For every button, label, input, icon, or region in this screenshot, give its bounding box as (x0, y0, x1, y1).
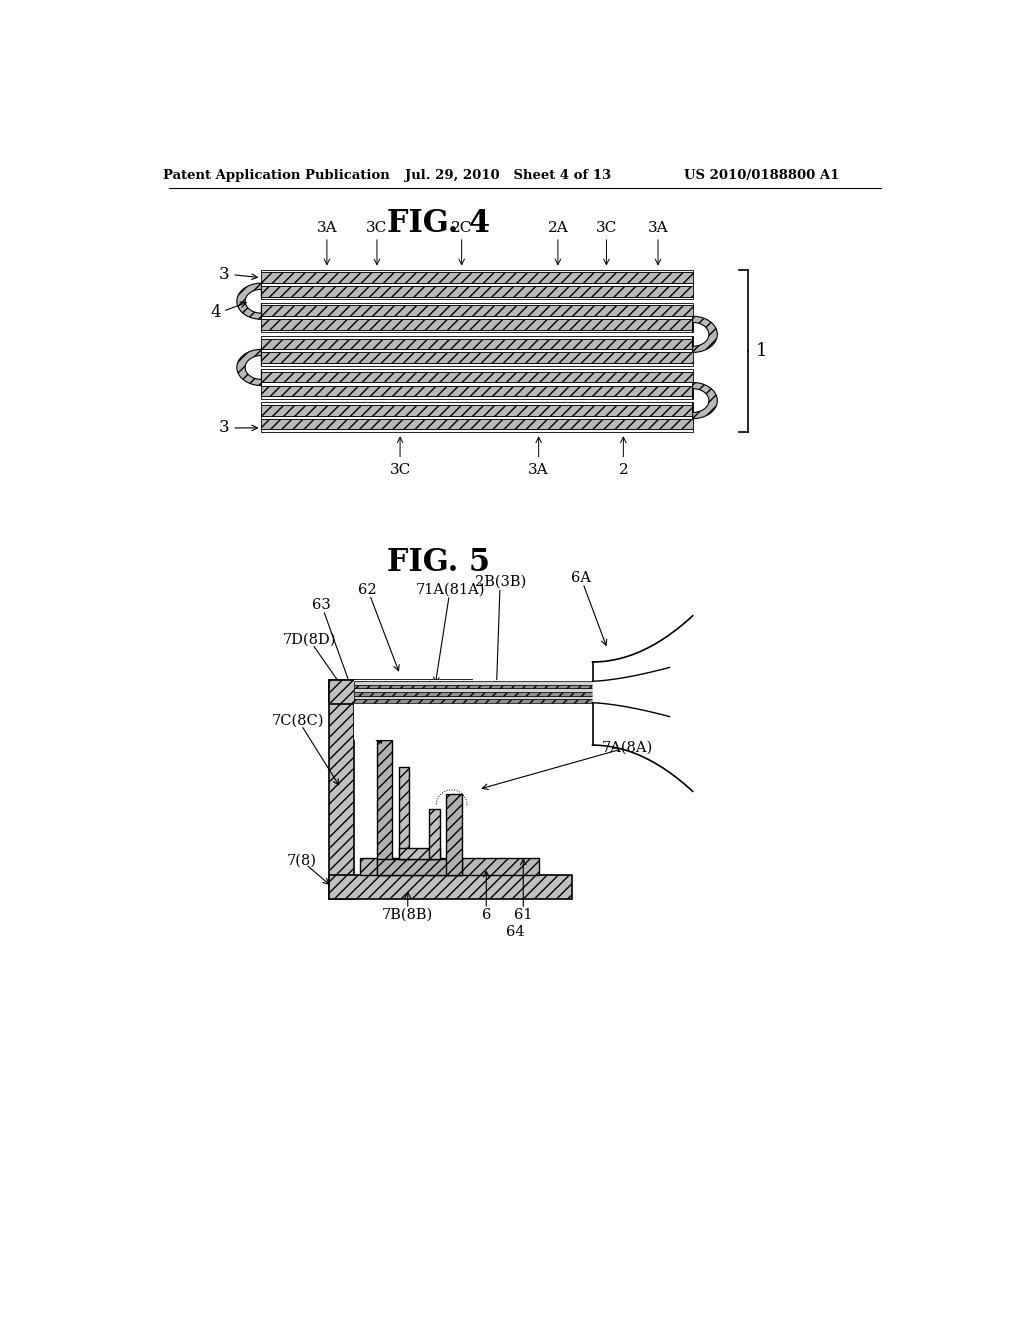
Polygon shape (237, 284, 261, 319)
Text: Patent Application Publication: Patent Application Publication (164, 169, 390, 182)
Bar (261, 418, 692, 429)
Bar (261, 305, 692, 317)
Bar (261, 372, 692, 383)
Text: 62: 62 (358, 582, 377, 597)
Bar (261, 416, 692, 418)
Bar (261, 271, 692, 272)
Bar (354, 692, 593, 696)
Text: FIG. 5: FIG. 5 (387, 548, 490, 578)
Text: 7A(8A): 7A(8A) (601, 741, 653, 755)
Text: FIG. 4: FIG. 4 (387, 209, 490, 239)
Bar (261, 385, 692, 396)
Text: 7D(8D): 7D(8D) (283, 632, 336, 647)
Bar (261, 297, 692, 300)
Text: 6A: 6A (571, 572, 591, 585)
Bar (377, 859, 462, 875)
Text: 3: 3 (218, 420, 229, 437)
Bar (398, 849, 440, 859)
Bar (446, 793, 462, 875)
Bar (261, 339, 692, 350)
Text: 2C: 2C (451, 222, 472, 235)
Text: 3A: 3A (648, 222, 669, 235)
Bar (360, 858, 540, 875)
Bar (261, 383, 692, 385)
Text: 3C: 3C (389, 463, 411, 478)
Polygon shape (237, 350, 261, 385)
Bar (354, 680, 593, 681)
Bar (261, 363, 692, 366)
Bar (354, 696, 593, 700)
Bar (330, 875, 571, 899)
Text: 2: 2 (618, 463, 629, 478)
Bar (261, 429, 692, 432)
Bar (261, 352, 692, 363)
Bar (261, 284, 692, 286)
Bar (261, 319, 692, 330)
Bar (261, 317, 692, 319)
Text: 6: 6 (481, 908, 490, 921)
Text: 3: 3 (218, 267, 229, 284)
Text: 3A: 3A (528, 463, 549, 478)
Bar (261, 403, 692, 405)
Bar (261, 396, 692, 399)
Bar (429, 809, 440, 859)
Bar (261, 405, 692, 416)
Bar (354, 681, 593, 685)
Polygon shape (593, 615, 692, 717)
Text: 2A: 2A (548, 222, 568, 235)
Bar (330, 680, 354, 899)
Bar (377, 739, 392, 875)
Text: 7B(8B): 7B(8B) (382, 908, 433, 921)
Text: 7C(8C): 7C(8C) (272, 714, 325, 727)
Bar (261, 304, 692, 305)
Bar (354, 702, 593, 739)
Text: 1: 1 (756, 342, 767, 360)
Bar (261, 286, 692, 297)
Polygon shape (692, 317, 717, 352)
Bar (398, 767, 410, 859)
Bar (261, 350, 692, 352)
Polygon shape (692, 383, 717, 418)
Text: 3C: 3C (367, 222, 388, 235)
Bar (261, 272, 692, 284)
Text: 63: 63 (312, 598, 331, 612)
Text: 3C: 3C (596, 222, 617, 235)
Bar (354, 700, 593, 702)
Text: 3A: 3A (316, 222, 337, 235)
Text: 2B(3B): 2B(3B) (474, 576, 525, 589)
Bar (261, 370, 692, 372)
Bar (261, 330, 692, 333)
Bar (354, 689, 593, 692)
Text: 61: 61 (514, 908, 532, 921)
Text: Jul. 29, 2010   Sheet 4 of 13: Jul. 29, 2010 Sheet 4 of 13 (404, 169, 611, 182)
Text: 4: 4 (211, 305, 221, 321)
Bar (261, 337, 692, 339)
Bar (330, 680, 472, 705)
Text: 64: 64 (506, 924, 525, 939)
Text: US 2010/0188800 A1: US 2010/0188800 A1 (684, 169, 840, 182)
Text: 71A(81A): 71A(81A) (416, 582, 484, 597)
Text: 7(8): 7(8) (287, 854, 316, 867)
Bar (354, 685, 593, 689)
